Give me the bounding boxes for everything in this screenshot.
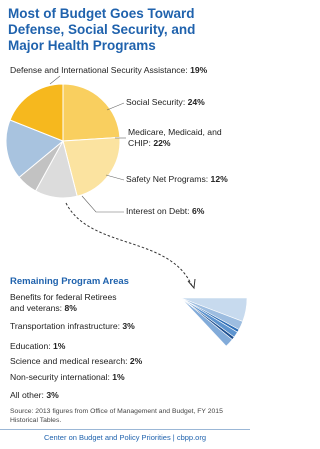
category-label: Social Security: (126, 97, 186, 107)
chart (5, 75, 248, 347)
pie-slice (9, 83, 64, 142)
value-label: 1% (112, 372, 125, 382)
data-label: Social Security: 24% (126, 97, 205, 108)
category-label: Safety Net Programs: (126, 174, 209, 184)
value-label: 3% (122, 321, 135, 331)
category-label: Medicare, Medicaid, and CHIP: (128, 127, 222, 148)
category-label: Transportation infrastructure: (10, 321, 121, 331)
value-label: 8% (64, 303, 77, 313)
category-label: Education: (10, 341, 51, 351)
category-label: Science and medical research: (10, 356, 128, 366)
leader-line (105, 174, 125, 181)
infographic: Most of Budget Goes Toward Defense, Soci… (0, 6, 250, 442)
category-label: Interest on Debt: (126, 206, 190, 216)
footer: Center on Budget and Policy Priorities |… (43, 433, 207, 442)
leader-line (106, 102, 125, 111)
data-label: Defense and International Security Assis… (10, 65, 207, 76)
data-label: Transportation infrastructure: 3% (10, 321, 135, 332)
pie-slice (62, 83, 121, 142)
category-label: All other: (10, 390, 44, 400)
value-label: 6% (191, 206, 205, 216)
subtitle: Remaining Program Areas (10, 276, 129, 287)
data-label: Safety Net Programs: 12% (126, 174, 228, 185)
value-label: 12% (210, 174, 228, 184)
chart-title: Most of Budget Goes Toward Defense, Soci… (8, 6, 196, 53)
value-label: 24% (187, 97, 205, 107)
category-label: Benefits for federal Retirees and vetera… (10, 292, 117, 313)
data-label: All other: 3% (10, 390, 59, 401)
category-label: Non-security international: (10, 372, 110, 382)
data-label: Medicare, Medicaid, and CHIP: 22% (128, 127, 224, 149)
data-label: Interest on Debt: 6% (126, 206, 204, 217)
source: Source: 2013 figures from Office of Mana… (10, 408, 223, 424)
data-label: Education: 1% (10, 341, 65, 352)
value-label: 1% (53, 341, 66, 351)
value-label: 22% (153, 138, 171, 148)
leader-line (81, 195, 124, 213)
pie-slice (62, 136, 121, 197)
fan-wedge (180, 297, 233, 347)
data-label: Science and medical research: 2% (10, 356, 142, 367)
divider (0, 429, 250, 430)
data-label: Non-security international: 1% (10, 372, 125, 383)
leader-line (49, 75, 61, 85)
arrow-head (187, 278, 196, 290)
category-label: Defense and International Security Assis… (10, 65, 188, 75)
value-label: 3% (46, 390, 59, 400)
connector-arrow (65, 202, 193, 287)
value-label: 2% (129, 356, 143, 366)
data-label: Benefits for federal Retirees and vetera… (10, 292, 122, 314)
value-label: 19% (190, 65, 208, 75)
pie-slice (5, 119, 64, 179)
